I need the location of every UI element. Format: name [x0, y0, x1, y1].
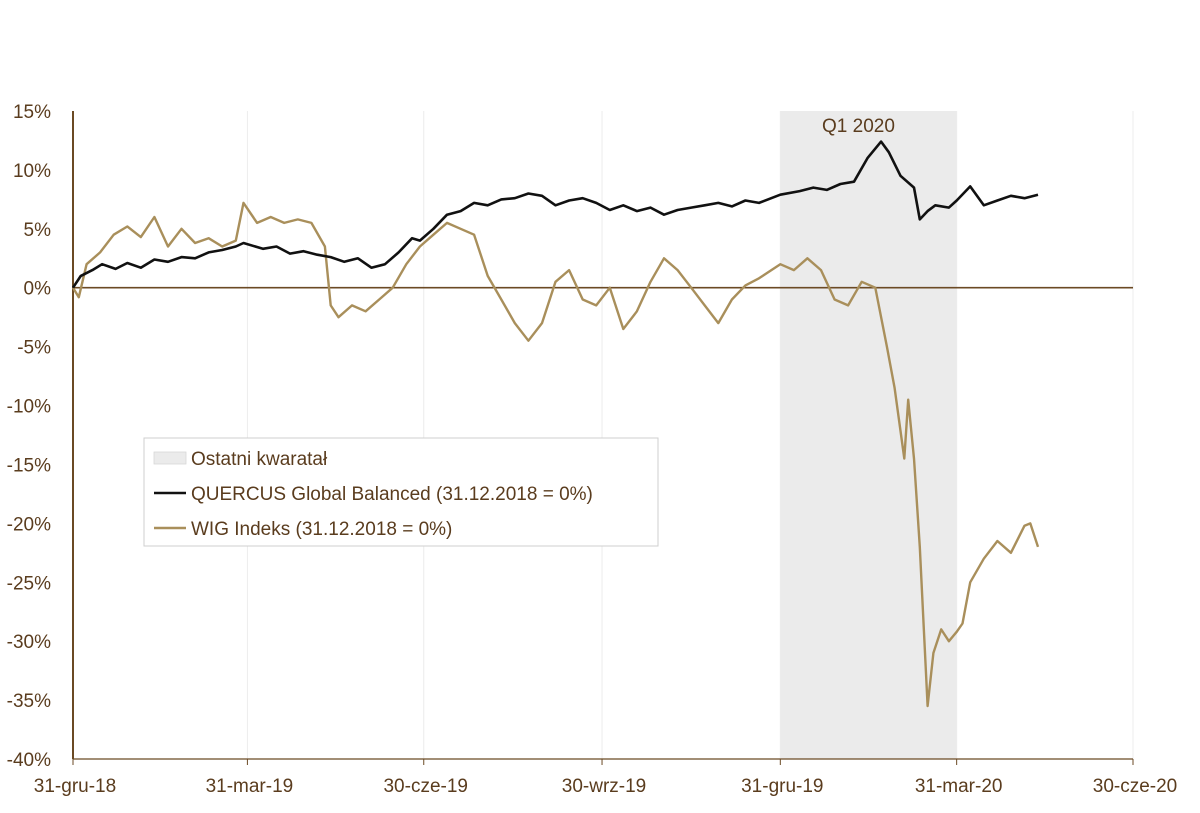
legend-label-wig: WIG Indeks (31.12.2018 = 0%) — [191, 519, 452, 540]
y-tick-label: -25% — [7, 573, 51, 594]
series-line-quercus — [71, 140, 1039, 289]
y-tick-label: -10% — [7, 397, 51, 418]
legend-label-quercus: QUERCUS Global Balanced (31.12.2018 = 0%… — [191, 484, 593, 505]
x-tick-labels: 31-gru-18 31-mar-19 30-cze-19 30-wrz-19 31-g… — [34, 776, 1177, 797]
y-tick-label: -20% — [7, 514, 51, 535]
legend-swatch-shade — [153, 451, 187, 465]
y-tick-label: 15% — [13, 102, 51, 123]
y-tick-label: -30% — [7, 632, 51, 653]
y-tick-labels: 15% 10% 5% 0% -5% -10% -15% -20% -25% -30% -35% -40… — [7, 102, 51, 771]
x-tick-label: 31-mar-20 — [915, 776, 1003, 797]
legend: Ostatni kwaratał QUERCUS Global Balanced … — [143, 437, 659, 547]
y-tick-label: -40% — [7, 750, 51, 771]
legend-label-last-quarter: Ostatni kwaratał — [191, 449, 328, 470]
y-tick-label: 10% — [13, 161, 51, 182]
x-tick-label: 31-mar-19 — [206, 776, 294, 797]
x-tick-label: 30-cze-19 — [383, 776, 468, 797]
x-tick-label: 31-gru-18 — [34, 776, 116, 797]
y-tick-label: -15% — [7, 455, 51, 476]
shaded-quarter-region — [780, 111, 957, 759]
x-tick-label: 31-gru-19 — [741, 776, 823, 797]
y-tick-label: 0% — [24, 279, 52, 300]
series-lines — [71, 140, 1040, 708]
y-tick-label: -5% — [17, 338, 51, 359]
axes — [72, 111, 1134, 765]
series-line-wig — [71, 201, 1040, 708]
legend-box — [143, 437, 659, 547]
shaded-region-label: Q1 2020 — [822, 116, 895, 137]
x-tick-label: 30-cze-20 — [1093, 776, 1178, 797]
x-tick-label: 30-wrz-19 — [562, 776, 646, 797]
y-tick-label: 5% — [24, 220, 52, 241]
y-tick-label: -35% — [7, 691, 51, 712]
